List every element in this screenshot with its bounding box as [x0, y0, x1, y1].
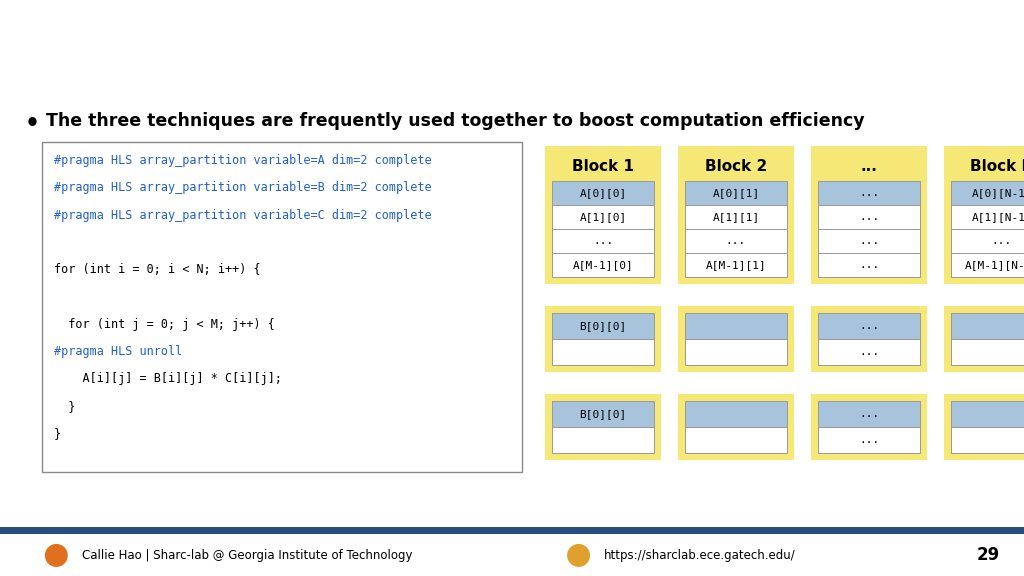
Bar	[685, 313, 787, 339]
Bar	[552, 313, 654, 339]
Bar	[951, 205, 1024, 229]
Text: #pragma HLS array_partition variable=B dim=2 complete: #pragma HLS array_partition variable=B d…	[54, 181, 432, 194]
Bar	[552, 205, 654, 229]
Text: https://sharclab.ece.gatech.edu/: https://sharclab.ece.gatech.edu/	[604, 549, 796, 562]
Text: ...: ...	[859, 188, 880, 198]
Text: A[0][0]: A[0][0]	[580, 188, 627, 198]
Text: ...: ...	[859, 409, 880, 419]
Bar	[818, 313, 920, 339]
Bar	[818, 339, 920, 365]
Text: A[M-1][0]: A[M-1][0]	[572, 260, 634, 270]
Bar	[951, 401, 1024, 427]
Text: 29: 29	[977, 547, 999, 564]
Bar	[685, 339, 787, 365]
Text: ...: ...	[859, 435, 880, 445]
Text: A[0][1]: A[0][1]	[713, 188, 760, 198]
Text: ...: ...	[992, 236, 1012, 246]
Text: Block N: Block N	[970, 160, 1024, 175]
Bar	[818, 253, 920, 277]
Bar	[678, 306, 794, 372]
Bar	[951, 253, 1024, 277]
Text: Block 2: Block 2	[705, 160, 767, 175]
Bar	[944, 146, 1024, 284]
Text: ...: ...	[859, 236, 880, 246]
Bar	[818, 205, 920, 229]
Bar	[951, 181, 1024, 205]
Text: Tech: Tech	[894, 55, 939, 73]
Text: A[M-1][1]: A[M-1][1]	[706, 260, 766, 270]
Bar	[685, 253, 787, 277]
Text: A[1][0]: A[1][0]	[580, 212, 627, 222]
Circle shape	[567, 545, 590, 566]
Bar	[685, 229, 787, 253]
Bar	[552, 253, 654, 277]
Text: ...: ...	[860, 160, 878, 175]
Text: }: }	[54, 427, 61, 440]
Text: ...: ...	[726, 236, 746, 246]
Bar	[811, 306, 927, 372]
Bar	[552, 427, 654, 453]
Bar	[678, 394, 794, 460]
Bar	[951, 339, 1024, 365]
Text: A[0][N-1]: A[0][N-1]	[972, 188, 1024, 198]
Bar	[944, 394, 1024, 460]
Text: •: •	[25, 112, 40, 136]
Bar	[818, 401, 920, 427]
Text: ...: ...	[859, 212, 880, 222]
Text: #pragma HLS unroll: #pragma HLS unroll	[54, 345, 182, 358]
Circle shape	[45, 545, 68, 566]
Bar	[42, 142, 522, 472]
Bar	[0, 527, 1024, 535]
Bar	[545, 394, 662, 460]
Bar	[951, 427, 1024, 453]
Text: A[M-1][N-1]: A[M-1][N-1]	[965, 260, 1024, 270]
Text: Callie Hao | Sharc-lab @ Georgia Institute of Technology: Callie Hao | Sharc-lab @ Georgia Institu…	[82, 549, 413, 562]
Bar	[685, 205, 787, 229]
Bar	[552, 181, 654, 205]
Text: A[1][N-1]: A[1][N-1]	[972, 212, 1024, 222]
Bar	[552, 229, 654, 253]
Text: ...: ...	[859, 321, 880, 331]
Text: }: }	[54, 400, 76, 413]
Bar	[818, 229, 920, 253]
Bar	[678, 146, 794, 284]
Bar	[552, 401, 654, 427]
Bar	[552, 339, 654, 365]
Text: Block 1: Block 1	[572, 160, 634, 175]
Bar	[685, 427, 787, 453]
Bar	[545, 146, 662, 284]
Bar	[811, 394, 927, 460]
Text: B[0][0]: B[0][0]	[580, 321, 627, 331]
Text: A[1][1]: A[1][1]	[713, 212, 760, 222]
Bar	[685, 181, 787, 205]
Bar	[951, 229, 1024, 253]
Text: #pragma HLS array_partition variable=C dim=2 complete: #pragma HLS array_partition variable=C d…	[54, 209, 432, 222]
Text: Put-together: Pipeline + Unroll +Partition: Put-together: Pipeline + Unroll +Partiti…	[22, 28, 841, 62]
Text: The three techniques are frequently used together to boost computation efficienc: The three techniques are frequently used…	[46, 112, 864, 130]
Text: A[i][j] = B[i][j] * C[i][j];: A[i][j] = B[i][j] * C[i][j];	[54, 373, 282, 385]
Bar	[818, 181, 920, 205]
Text: ...: ...	[859, 260, 880, 270]
Text: ...: ...	[593, 236, 613, 246]
Text: Georgia: Georgia	[877, 20, 956, 37]
Bar	[545, 306, 662, 372]
Bar	[944, 306, 1024, 372]
Text: for (int i = 0; i < N; i++) {: for (int i = 0; i < N; i++) {	[54, 263, 261, 276]
Bar	[818, 427, 920, 453]
Bar	[811, 146, 927, 284]
Text: ...: ...	[859, 347, 880, 357]
Text: #pragma HLS array_partition variable=A dim=2 complete: #pragma HLS array_partition variable=A d…	[54, 154, 432, 167]
Text: for (int j = 0; j < M; j++) {: for (int j = 0; j < M; j++) {	[54, 318, 274, 331]
Text: B[0][0]: B[0][0]	[580, 409, 627, 419]
Bar	[685, 401, 787, 427]
Bar	[951, 313, 1024, 339]
